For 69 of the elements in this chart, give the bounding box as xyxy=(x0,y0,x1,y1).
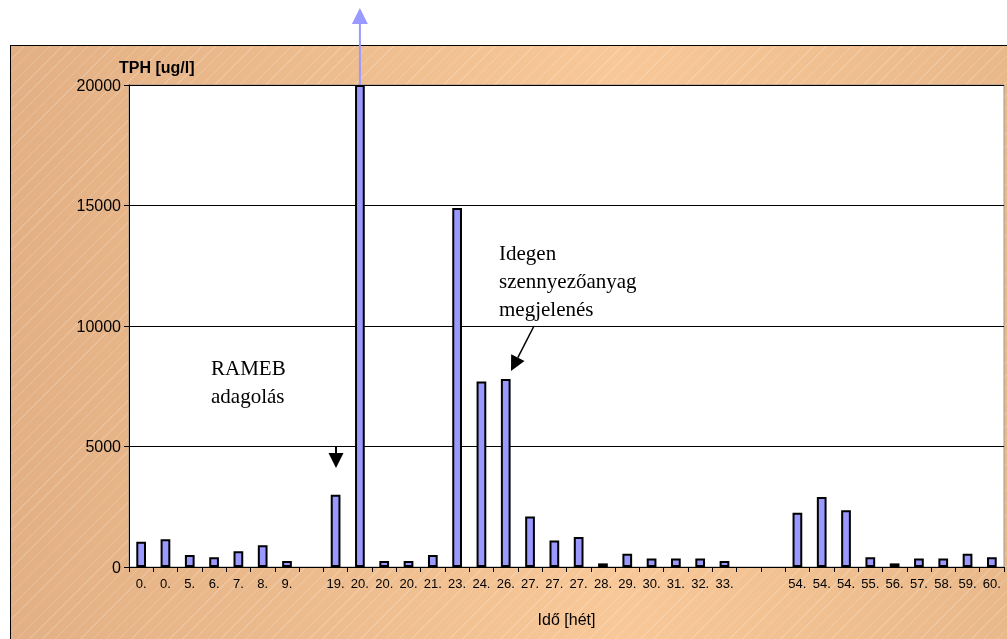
x-tick-label: 27. xyxy=(521,576,540,591)
x-tick-label: 19. xyxy=(326,576,345,591)
x-tick-label: 27. xyxy=(569,576,588,591)
bar xyxy=(719,560,730,567)
y-tick-label: 0 xyxy=(112,558,122,576)
bar xyxy=(986,557,997,567)
bar xyxy=(136,541,147,567)
x-tick-label: 5. xyxy=(184,576,196,591)
y-tick-label: 5000 xyxy=(85,438,122,455)
bar xyxy=(427,554,438,567)
annotation: RAMEB adagolás xyxy=(211,354,331,410)
x-tick-label: 28. xyxy=(593,576,612,591)
x-tick-label: 54. xyxy=(836,576,856,591)
bar xyxy=(841,510,851,567)
x-tick-label: 54. xyxy=(812,576,831,591)
bar xyxy=(671,558,681,567)
bar xyxy=(914,558,924,567)
bar xyxy=(282,560,292,567)
y-tick-label: 20000 xyxy=(76,76,122,94)
annotation: Idegen szennyezőanyag megjelenés xyxy=(499,239,684,323)
y-axis-title: TPH [ug/l] xyxy=(119,58,195,76)
bar xyxy=(257,545,268,567)
bar xyxy=(549,540,560,567)
bar xyxy=(160,539,171,567)
x-tick-label: 60. xyxy=(982,576,1001,591)
bar xyxy=(622,553,633,567)
bar xyxy=(938,558,949,567)
x-tick-label: 58. xyxy=(934,576,953,591)
bar xyxy=(816,497,827,567)
x-tick-label: 20. xyxy=(399,576,418,591)
bar xyxy=(695,558,706,567)
x-tick-label: 55. xyxy=(861,576,880,591)
x-tick-label: 21. xyxy=(423,576,442,591)
x-tick-label: 8. xyxy=(257,576,269,591)
x-tick-label: 0. xyxy=(160,576,171,591)
bar xyxy=(865,557,876,567)
bar xyxy=(233,551,244,567)
y-tick-label: 10000 xyxy=(76,317,122,335)
bar xyxy=(646,558,657,567)
x-tick-label: 20. xyxy=(375,576,394,591)
bar xyxy=(330,494,341,567)
x-tick-label: 0. xyxy=(135,576,147,591)
x-tick-label: 56. xyxy=(885,576,904,591)
x-tick-label: 7. xyxy=(232,576,244,591)
x-tick-label: 32. xyxy=(691,576,710,591)
bar xyxy=(184,554,195,567)
x-tick-label: 29. xyxy=(618,576,637,591)
x-tick-label: 6. xyxy=(208,576,220,591)
bar xyxy=(962,553,973,567)
x-tick-label: 20. xyxy=(350,576,369,591)
bar xyxy=(525,516,535,567)
x-tick-label: 54. xyxy=(788,576,807,591)
bar xyxy=(792,512,803,567)
x-tick-label: 23. xyxy=(448,576,467,591)
x-tick-label: 26. xyxy=(496,576,515,591)
x-tick-label: 27. xyxy=(545,576,564,591)
x-tick-label: 9. xyxy=(281,576,293,591)
bar xyxy=(573,536,584,567)
bar xyxy=(403,560,414,567)
x-tick-label: 59. xyxy=(958,576,977,591)
x-tick-label: 24. xyxy=(472,576,491,591)
bar xyxy=(379,560,390,567)
x-axis-title: Idő [hét] xyxy=(537,610,596,628)
x-tick-label: 33. xyxy=(715,576,734,591)
x-tick-label: 57. xyxy=(909,576,928,591)
bar xyxy=(209,557,219,567)
y-tick-label: 15000 xyxy=(76,197,122,214)
x-tick-label: 30. xyxy=(642,576,661,591)
x-tick-label: 31. xyxy=(666,576,685,591)
